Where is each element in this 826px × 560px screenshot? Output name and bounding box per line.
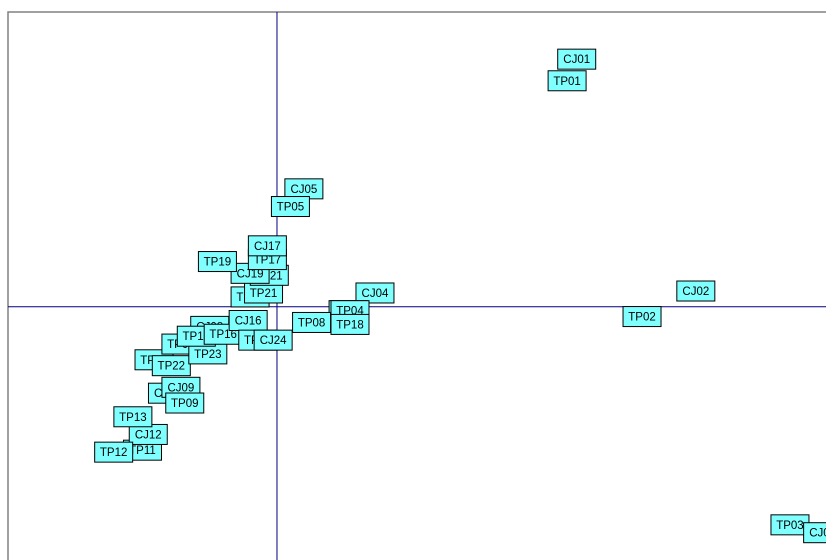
point-label-tp19: TP19 (197, 251, 237, 273)
point-label-box (330, 313, 370, 335)
point-label-text: CJ19 (237, 268, 264, 280)
point-label-cj19: CJ19 (230, 262, 270, 284)
point-label-text: CJ03 (809, 528, 826, 540)
point-label-cj17: CJ17 (247, 235, 287, 257)
point-label-text: TP23 (194, 349, 222, 361)
point-label-text: TP12 (100, 447, 128, 459)
point-label-text: TP08 (298, 317, 326, 329)
point-label-text: TP17 (254, 255, 282, 267)
point-label-box (253, 329, 293, 351)
point-label-box (197, 251, 237, 273)
point-label-text: TP05 (277, 202, 305, 214)
point-label-tp23: TP23 (188, 343, 228, 365)
point-label-tp12: TP12 (94, 441, 134, 463)
point-label-tp13: TP13 (113, 406, 153, 428)
point-label-box (247, 235, 287, 257)
point-label-box (622, 306, 662, 328)
point-label-text: CJ05 (290, 184, 317, 196)
point-label-text: TP22 (158, 361, 186, 373)
point-label-text: TP13 (119, 412, 147, 424)
point-label-box (355, 282, 395, 304)
point-label-cj12: CJ12 (128, 423, 168, 445)
point-label-text: CJ17 (254, 241, 281, 253)
point-label-text: TP09 (171, 398, 199, 410)
point-label-text: TP03 (776, 520, 804, 532)
point-labels: TP11CJ12TP12TP13CJ10CJ09TP09TP22TP22TP07… (94, 48, 826, 544)
point-label-text: CJ09 (167, 382, 194, 394)
point-label-cj09: CJ09 (161, 376, 201, 398)
point-label-tp08: TP08 (292, 311, 332, 333)
point-label-tp18: TP18 (330, 313, 370, 335)
point-label-cj01: CJ01 (557, 48, 597, 70)
point-label-box (676, 280, 716, 302)
point-label-cj05: CJ05 (284, 178, 324, 200)
point-label-text: TP18 (336, 319, 364, 331)
point-label-cj24: CJ24 (253, 329, 293, 351)
point-label-tp21: TP21 (244, 282, 284, 304)
point-label-box (165, 392, 205, 414)
point-label-text: CJ24 (260, 335, 287, 347)
point-label-tp05: TP05 (270, 196, 310, 218)
point-label-text: CJ04 (362, 288, 389, 300)
point-label-box (547, 70, 587, 92)
point-label-text: TP19 (204, 257, 232, 269)
point-label-cj16: CJ16 (228, 309, 268, 331)
point-label-text: CJ02 (682, 286, 709, 298)
point-label-cj04: CJ04 (355, 282, 395, 304)
point-label-cj02: CJ02 (676, 280, 716, 302)
point-label-tp09: TP09 (165, 392, 205, 414)
point-label-box (803, 522, 826, 544)
point-label-text: TP11 (129, 445, 156, 457)
point-label-box (557, 48, 597, 70)
point-label-box (94, 441, 134, 463)
point-label-tp22: TP22 (151, 355, 191, 377)
point-label-text: CJ01 (563, 54, 590, 66)
point-label-box (113, 406, 153, 428)
point-label-text: TP15 (183, 331, 211, 343)
point-label-text: CJ12 (135, 429, 162, 441)
point-label-tp01: TP01 (547, 70, 587, 92)
point-label-box (151, 355, 191, 377)
point-label-text: TP01 (553, 76, 581, 88)
point-label-text: CJ16 (235, 315, 262, 327)
point-label-box (270, 196, 310, 218)
point-label-tp02: TP02 (622, 306, 662, 328)
point-label-text: TP16 (209, 329, 237, 341)
point-label-cj03: CJ03 (803, 522, 826, 544)
point-label-tp03: TP03 (770, 514, 810, 536)
point-label-text: TP02 (628, 312, 656, 324)
point-label-text: TP21 (250, 288, 278, 300)
